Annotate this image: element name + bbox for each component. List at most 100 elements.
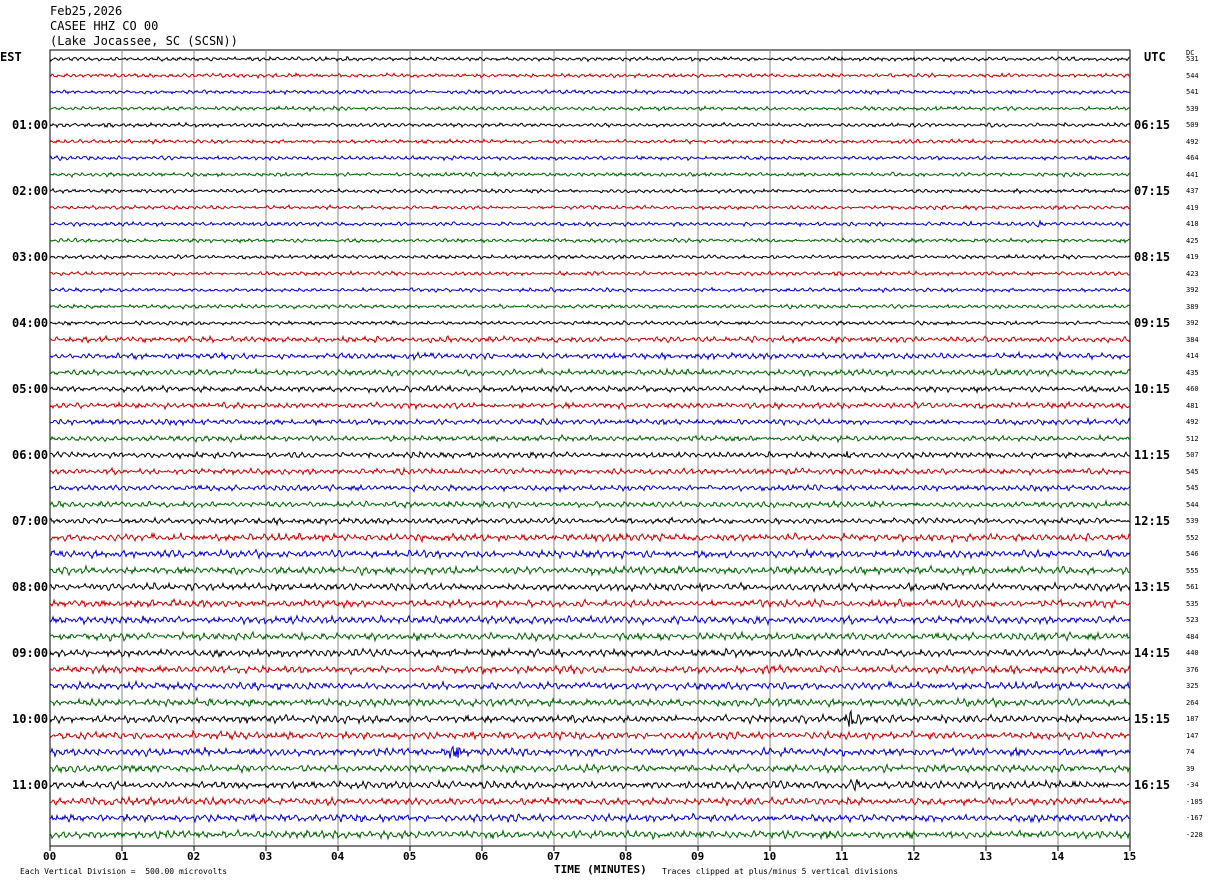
dc-offset-label: 264 — [1186, 698, 1199, 707]
dc-offset-label: 545 — [1186, 484, 1199, 492]
dc-offset-label: 460 — [1186, 385, 1199, 393]
trace-line — [49, 646, 1131, 659]
header-station: CASEE HHZ CO 00 — [50, 19, 159, 33]
dc-offset-label: 414 — [1186, 352, 1199, 360]
trace-line — [49, 334, 1131, 345]
dc-offset-label: 147 — [1186, 731, 1199, 740]
left-hour-label: 04:00 — [12, 316, 49, 330]
trace-line — [49, 679, 1130, 692]
x-tick-label: 12 — [907, 850, 921, 863]
trace-line — [49, 269, 1131, 278]
trace-line — [49, 828, 1131, 841]
dc-offset-label: 423 — [1186, 269, 1199, 278]
left-hour-label: 05:00 — [12, 382, 49, 396]
trace-line — [49, 450, 1131, 461]
trace-line — [49, 778, 1131, 792]
dc-offset-label: 523 — [1186, 616, 1199, 624]
x-tick-label: 08 — [619, 850, 633, 863]
x-tick-label: 10 — [763, 850, 777, 863]
dc-offset-label: 419 — [1186, 203, 1199, 212]
x-tick-label: 05 — [403, 850, 417, 863]
dc-offset-label: 389 — [1186, 302, 1199, 311]
trace-line — [49, 237, 1131, 244]
trace-line — [49, 696, 1131, 709]
right-hour-label: 16:15 — [1134, 778, 1171, 792]
x-tick-label: 14 — [1051, 850, 1065, 863]
dc-offset-label: 535 — [1186, 599, 1199, 608]
trace-line — [49, 121, 1131, 129]
left-hour-label: 02:00 — [12, 184, 49, 198]
left-hour-label: 01:00 — [12, 118, 49, 132]
right-hour-label: 06:15 — [1134, 118, 1171, 132]
trace-line — [49, 729, 1131, 742]
left-hour-label: 07:00 — [12, 514, 49, 528]
dc-offset-label: 419 — [1186, 253, 1199, 261]
left-hour-label: 09:00 — [12, 646, 49, 660]
dc-offset-label: 481 — [1186, 401, 1199, 410]
right-timezone-label: UTC — [1144, 50, 1166, 64]
dc-offset-label: 39 — [1186, 764, 1195, 773]
dc-offset-label: 464 — [1186, 154, 1199, 162]
dc-offset-label: 507 — [1186, 451, 1199, 459]
trace-line — [49, 516, 1131, 527]
trace-line — [49, 350, 1131, 362]
right-hour-label: 15:15 — [1134, 712, 1171, 726]
left-hour-label: 06:00 — [12, 448, 49, 462]
left-hour-label: 08:00 — [12, 580, 49, 594]
dc-offset-label: 418 — [1186, 220, 1199, 228]
dc-offset-label: -228 — [1186, 830, 1203, 839]
trace-line — [49, 433, 1131, 444]
dc-offset-label: 492 — [1186, 418, 1199, 426]
trace-line — [49, 762, 1131, 775]
dc-offset-label: 441 — [1186, 170, 1199, 179]
x-tick-label: 04 — [331, 850, 345, 863]
dc-offset-label: 555 — [1186, 566, 1199, 575]
x-tick-label: 00 — [43, 850, 57, 863]
trace-line — [49, 204, 1131, 211]
dc-offset-label: -167 — [1186, 814, 1203, 822]
trace-line — [49, 105, 1131, 113]
x-tick-label: 01 — [115, 850, 129, 863]
dc-offset-label: 544 — [1186, 71, 1199, 80]
dc-offset-label: 512 — [1186, 434, 1199, 443]
trace-line — [49, 630, 1131, 643]
trace-line — [49, 564, 1131, 577]
dc-offset-label: 544 — [1186, 500, 1199, 509]
trace-line — [49, 384, 1131, 394]
right-hour-label: 11:15 — [1134, 448, 1171, 462]
right-hour-label: 14:15 — [1134, 646, 1171, 660]
dc-offset-label: -105 — [1186, 797, 1203, 806]
trace-line — [49, 483, 1131, 494]
dc-offset-label: 325 — [1186, 682, 1199, 690]
clip-note: Traces clipped at plus/minus 5 vertical … — [662, 867, 899, 876]
trace-line — [49, 218, 1130, 228]
trace-line — [49, 319, 1131, 327]
right-hour-label: 10:15 — [1134, 382, 1171, 396]
trace-line — [49, 663, 1131, 676]
x-tick-label: 06 — [475, 850, 489, 863]
dc-offset-label: 539 — [1186, 517, 1199, 525]
dc-offset-label: 437 — [1186, 187, 1199, 195]
trace-line — [49, 466, 1131, 477]
dc-offset-label: 561 — [1186, 583, 1199, 591]
dc-offset-label: 440 — [1186, 649, 1199, 657]
dc-offset-label: 187 — [1186, 715, 1199, 723]
dc-offset-label: 546 — [1186, 550, 1199, 558]
x-tick-label: 11 — [835, 850, 849, 863]
trace-line — [49, 171, 1131, 179]
x-axis-title: TIME (MINUTES) — [554, 863, 647, 876]
left-timezone-label: EST — [0, 50, 22, 64]
dc-offset-label: -34 — [1186, 781, 1199, 789]
trace-line — [49, 597, 1131, 610]
left-hour-label: 11:00 — [12, 778, 49, 792]
right-hour-label: 07:15 — [1134, 184, 1171, 198]
dc-offset-label: 531 — [1186, 55, 1199, 63]
trace-line — [49, 253, 1131, 261]
trace-line — [49, 154, 1131, 162]
x-tick-label: 13 — [979, 850, 993, 863]
plot-frame — [49, 49, 1131, 847]
dc-offset-label: 484 — [1186, 632, 1199, 641]
trace-line — [49, 795, 1131, 808]
dc-offset-label: 376 — [1186, 665, 1199, 674]
trace-line — [49, 137, 1131, 145]
